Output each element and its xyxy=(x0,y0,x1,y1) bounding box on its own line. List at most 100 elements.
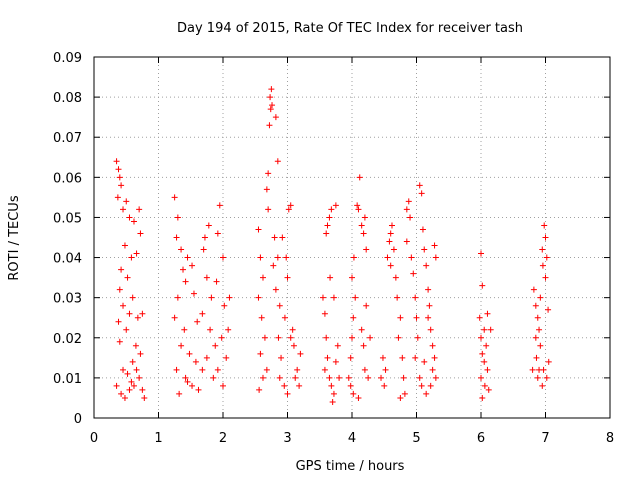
data-point xyxy=(270,262,277,269)
data-point xyxy=(545,358,552,365)
data-point xyxy=(399,354,406,361)
data-point xyxy=(481,382,488,389)
data-point xyxy=(356,174,363,181)
data-point xyxy=(114,194,121,201)
data-point xyxy=(267,106,274,113)
data-point xyxy=(431,242,438,249)
data-point xyxy=(182,374,189,381)
data-point xyxy=(545,306,552,313)
data-point xyxy=(272,114,279,121)
data-point xyxy=(261,334,268,341)
data-point xyxy=(292,374,299,381)
data-point xyxy=(129,294,136,301)
data-point xyxy=(116,338,123,345)
data-point xyxy=(176,390,183,397)
data-point xyxy=(418,190,425,197)
data-point xyxy=(205,222,212,229)
data-point xyxy=(379,354,386,361)
data-point xyxy=(334,342,341,349)
data-point xyxy=(431,354,438,361)
data-point xyxy=(287,334,294,341)
x-tick-label: 8 xyxy=(606,431,614,446)
data-point xyxy=(116,174,123,181)
data-point xyxy=(412,294,419,301)
data-point xyxy=(478,374,484,381)
data-point xyxy=(180,266,187,273)
y-tick-labels: 0 0.01 0.02 0.03 0.04 0.05 0.06 0.07 0.08 0.09 xyxy=(53,51,82,427)
data-point xyxy=(423,262,430,269)
data-point xyxy=(425,314,432,321)
data-point xyxy=(539,262,546,269)
x-tick-label: 5 xyxy=(412,431,420,446)
data-point xyxy=(397,394,404,401)
data-point xyxy=(181,326,188,333)
data-point xyxy=(534,374,541,381)
data-point xyxy=(529,366,536,373)
data-point xyxy=(387,230,394,237)
data-point xyxy=(540,366,547,373)
data-point xyxy=(279,234,286,241)
data-point xyxy=(416,182,423,189)
data-point xyxy=(123,326,130,333)
x-tick-label: 2 xyxy=(219,431,227,446)
data-point xyxy=(414,334,421,341)
data-point xyxy=(387,262,394,269)
data-point xyxy=(358,326,365,333)
data-point xyxy=(407,214,414,221)
data-point xyxy=(345,374,352,381)
data-point xyxy=(136,374,143,381)
data-point xyxy=(199,310,206,317)
data-point xyxy=(173,234,180,241)
y-tick-label: 0.05 xyxy=(53,211,82,226)
data-point xyxy=(352,294,359,301)
data-point xyxy=(355,206,362,213)
data-point xyxy=(267,94,274,101)
data-point xyxy=(214,366,221,373)
data-point xyxy=(381,382,388,389)
data-point xyxy=(287,202,294,209)
data-point xyxy=(137,350,144,357)
data-point xyxy=(405,198,412,205)
data-point xyxy=(360,342,367,349)
data-point xyxy=(284,390,291,397)
y-tick-label: 0.02 xyxy=(53,332,82,347)
data-point xyxy=(410,270,417,277)
data-point xyxy=(134,314,141,321)
data-point xyxy=(542,274,549,281)
data-point xyxy=(349,334,355,341)
data-point xyxy=(133,250,140,257)
data-point xyxy=(184,378,191,385)
data-point xyxy=(255,294,262,301)
data-point xyxy=(259,274,266,281)
data-point xyxy=(139,310,146,317)
data-point xyxy=(171,194,178,201)
data-point xyxy=(259,374,266,381)
data-point xyxy=(429,342,436,349)
y-tick-label: 0.07 xyxy=(53,131,82,146)
data-point xyxy=(487,326,494,333)
data-point xyxy=(328,206,335,213)
data-point xyxy=(255,226,262,233)
data-point xyxy=(539,382,546,389)
x-tick-label: 3 xyxy=(283,431,291,446)
data-point xyxy=(115,166,122,173)
data-point xyxy=(210,374,217,381)
data-point xyxy=(189,262,196,269)
data-point xyxy=(201,234,208,241)
data-point xyxy=(178,342,185,349)
data-point xyxy=(421,246,428,253)
x-tick-label: 6 xyxy=(477,431,485,446)
data-point xyxy=(378,374,385,381)
data-point xyxy=(121,242,128,249)
data-point xyxy=(426,302,433,309)
data-point xyxy=(395,334,402,341)
data-point xyxy=(113,158,120,165)
data-point xyxy=(328,382,335,389)
data-point xyxy=(120,366,127,373)
data-point xyxy=(263,366,270,373)
data-point xyxy=(118,266,125,273)
data-point xyxy=(256,386,263,393)
data-point xyxy=(403,206,410,213)
data-point xyxy=(403,238,410,245)
data-point xyxy=(182,278,189,285)
